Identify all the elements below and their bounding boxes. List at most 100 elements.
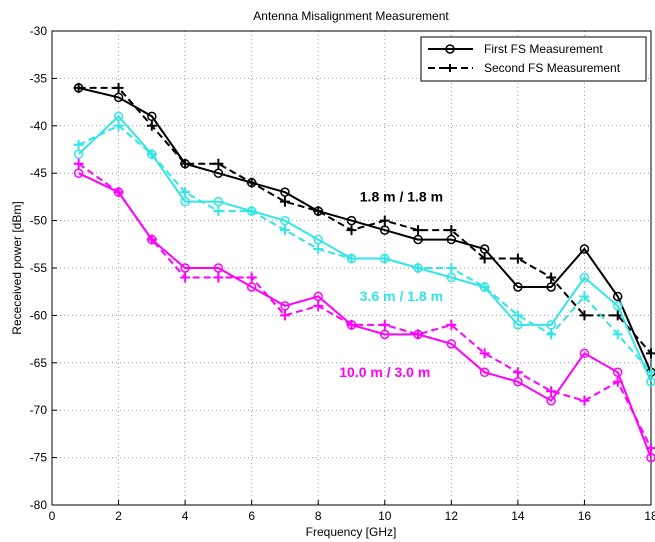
data-point [546,395,556,406]
data-point [479,348,490,359]
data-point [313,300,324,311]
data-point [379,319,390,330]
legend-label-first: First FS Measurement [484,42,603,56]
data-point [180,187,191,198]
data-point [612,376,623,387]
data-point [546,386,557,397]
data-point [213,158,224,169]
y-tick-label: -50 [30,214,48,228]
y-tick-label: -75 [30,451,48,465]
annotations-layer: 1.8 m / 1.8 m 3.6 m / 1.8 m 10.0 m / 3.0 m [339,189,443,380]
plot-area-frame [51,30,652,506]
series-line [78,86,652,354]
data-point [280,301,290,311]
data-point [280,215,290,226]
y-tick-label: -80 [30,498,48,512]
data-point [612,291,623,302]
data-point [579,310,590,321]
data-point [113,82,124,93]
data-point [213,196,224,207]
data-point [646,367,655,378]
data-point [180,158,191,169]
data-point [213,263,224,273]
series-line [78,162,652,449]
data-point [513,282,523,292]
data-point [446,339,457,349]
data-point [246,177,257,188]
data-point [73,168,84,178]
y-tick-label: -35 [30,71,48,85]
x-tick-label: 18 [644,509,655,523]
data-point [413,234,423,245]
x-tick-label: 14 [511,509,525,523]
data-point [380,329,390,340]
data-point [612,329,623,340]
data-point [280,187,290,197]
x-axis-ticks: 0 2 4 6 8 10 12 14 16 18 [49,500,655,523]
data-point [646,348,655,359]
y-tick-label: -55 [30,261,48,275]
chart-title: Antenna Misalignment Measurement [253,9,449,23]
annotation-label: 3.6 m / 1.8 m [360,288,443,304]
data-point [113,111,124,122]
legend-label-second: Second FS Measurement [484,61,621,75]
data-point [313,206,324,217]
data-point [213,272,224,283]
data-point [512,253,523,264]
data-point [113,187,124,198]
y-axis-label: Receceived power [dBm] [10,201,24,334]
legend: First FS Measurement Second FS Measureme… [420,36,647,82]
data-point [313,291,323,302]
series-line [78,86,652,373]
series-0 [73,83,655,378]
data-point [379,215,390,226]
y-axis-ticks: -30 -35 -40 -45 -50 -55 -60 -65 -70 -75 -80 [30,24,57,512]
data-point [380,225,390,235]
data-point [279,196,290,207]
data-point [213,206,224,217]
data-point [73,149,84,159]
data-point [479,253,490,264]
data-point [180,263,190,273]
x-tick-label: 10 [378,509,392,523]
x-tick-label: 16 [578,509,592,523]
data-point [73,139,84,150]
data-point [146,120,157,131]
y-tick-label: -45 [30,166,48,180]
y-tick-label: -65 [30,356,48,370]
data-point [113,92,124,103]
data-point [413,263,424,273]
series-line [77,114,652,383]
x-tick-label: 2 [115,509,122,523]
y-tick-label: -60 [30,308,48,322]
data-point [279,225,290,236]
data-point [612,367,623,378]
data-point [446,319,457,330]
data-point [479,244,490,254]
data-point [479,281,490,292]
data-point [512,367,523,378]
data-point [279,310,290,321]
legend-box [420,36,647,82]
y-tick-label: -30 [30,24,48,38]
data-point [413,329,424,340]
series-line [78,124,652,373]
x-tick-label: 12 [445,509,459,523]
data-point [113,120,124,131]
data-point [246,272,257,283]
data-point [646,452,655,463]
series-layer [73,82,655,463]
annotation-label: 10.0 m / 3.0 m [339,364,430,380]
data-point [246,206,257,217]
data-point [313,234,323,245]
x-tick-label: 6 [248,509,255,523]
y-tick-label: -40 [30,119,48,133]
data-point [346,215,357,226]
data-point [413,225,424,236]
series-5 [73,158,655,454]
data-point [379,253,390,264]
data-point [512,310,523,321]
data-point [579,244,590,254]
data-point [346,225,357,236]
